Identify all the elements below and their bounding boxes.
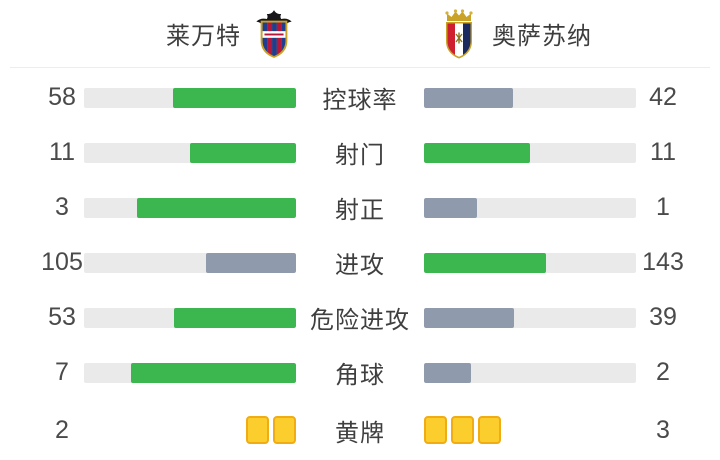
away-stat-bar-fill	[424, 197, 477, 218]
home-stat-bar-fill	[190, 142, 296, 163]
home-stat-bar-fill	[173, 307, 296, 328]
home-stat-value: 53	[48, 303, 76, 331]
away-stat-value: 42	[649, 83, 677, 111]
away-stat-value: 39	[649, 303, 677, 331]
away-team-header[interactable]: 奥萨苏纳	[438, 8, 592, 60]
yellow-card-icon	[273, 416, 296, 444]
yellow-card-icon	[424, 416, 447, 444]
home-yellow-cards	[84, 400, 296, 460]
stat-label: 危险进攻	[310, 307, 410, 334]
home-yellow-cards-value: 2	[55, 415, 69, 444]
yellow-card-icon	[451, 416, 474, 444]
away-stat-bar	[424, 142, 636, 163]
stats-list: 58 控球率 42 11 射门 11 3 射正 1 105	[0, 68, 720, 460]
stat-row: 105 进攻 143	[30, 235, 690, 290]
home-stat-bar	[84, 252, 296, 273]
away-stat-bar	[424, 362, 636, 383]
home-stat-value: 7	[55, 358, 69, 386]
away-team-name: 奥萨苏纳	[492, 23, 592, 50]
home-stat-value: 58	[48, 83, 76, 111]
yellow-cards-label: 黄牌	[335, 419, 385, 447]
home-stat-bar	[84, 197, 296, 218]
match-header: 莱万特	[0, 0, 720, 67]
away-stat-value: 11	[650, 138, 676, 166]
home-stat-bar-fill	[131, 362, 296, 383]
home-stat-bar-fill	[206, 252, 296, 273]
yellow-card-icon	[246, 416, 269, 444]
home-stat-bar	[84, 307, 296, 328]
home-stat-value: 11	[49, 138, 75, 166]
away-yellow-cards-value: 3	[656, 415, 670, 444]
away-stat-value: 2	[656, 358, 670, 386]
away-stat-bar-fill	[424, 362, 472, 383]
stat-label: 射门	[335, 142, 385, 169]
stat-row: 7 角球 2	[30, 345, 690, 400]
home-team-header[interactable]: 莱万特	[166, 8, 295, 60]
away-stat-bar	[424, 307, 636, 328]
home-stat-bar-fill	[137, 197, 296, 218]
home-stat-value: 3	[55, 193, 69, 221]
stat-label: 控球率	[322, 87, 398, 114]
away-stat-bar	[424, 197, 636, 218]
stat-label: 射正	[335, 197, 385, 224]
away-yellow-cards	[424, 400, 636, 460]
away-stat-bar-fill	[424, 87, 514, 108]
header-divider	[10, 67, 710, 68]
stat-row: 11 射门 11	[30, 125, 690, 180]
osasuna-crest-icon	[445, 8, 473, 58]
home-stat-bar	[84, 87, 296, 108]
home-team-name: 莱万特	[166, 23, 241, 50]
away-stat-bar-fill	[424, 252, 547, 273]
stat-label: 进攻	[335, 252, 385, 279]
home-stat-bar-fill	[173, 87, 296, 108]
yellow-card-icon	[478, 416, 501, 444]
home-stat-bar	[84, 362, 296, 383]
away-stat-bar-fill	[424, 142, 530, 163]
yellow-cards-row: 2 黄牌 3	[30, 400, 690, 460]
away-stat-bar	[424, 87, 636, 108]
away-stat-value: 1	[656, 193, 670, 221]
stat-row: 3 射正 1	[30, 180, 690, 235]
home-stat-value: 105	[41, 248, 83, 276]
home-stat-bar	[84, 142, 296, 163]
stat-row: 53 危险进攻 39	[30, 290, 690, 345]
away-stat-value: 143	[642, 248, 684, 276]
levante-crest-icon	[256, 9, 292, 58]
stat-row: 58 控球率 42	[30, 70, 690, 125]
away-stat-bar-fill	[424, 307, 514, 328]
stat-label: 角球	[335, 362, 385, 389]
away-stat-bar	[424, 252, 636, 273]
